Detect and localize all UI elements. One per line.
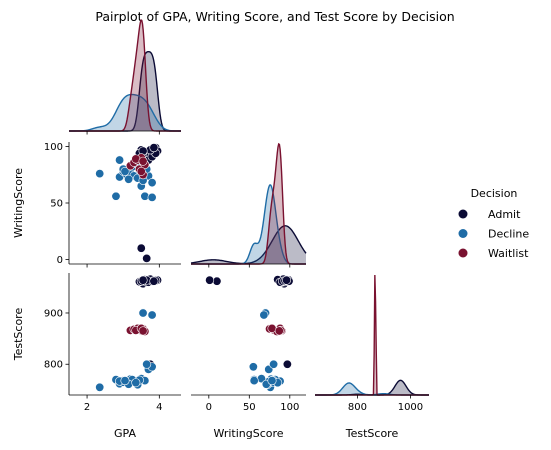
kde-fill-waitlist [315, 275, 429, 395]
scatter-point-decline [95, 169, 105, 179]
chart-title: Pairplot of GPA, Writing Score, and Test… [95, 9, 454, 24]
panel-TestScore-vs-TestScore: 800 1000 TestScore [315, 274, 429, 440]
x-tick-label: 4 [156, 402, 162, 413]
x-tick-label: 800 [348, 402, 367, 413]
scatter-point-decline [248, 362, 258, 372]
y-tick-label: 0 [57, 255, 63, 266]
legend-title: Decision [471, 187, 518, 200]
scatter-point-decline [147, 192, 157, 202]
x-axis-label: GPA [114, 427, 136, 440]
kde-line-decline [69, 93, 181, 132]
legend-item-waitlist: Waitlist [458, 247, 529, 260]
x-tick-label: 50 [243, 402, 256, 413]
panel-TestScore-vs-WritingScore: 0 50 100 WritingScore [191, 274, 306, 440]
scatter-point-waitlist [138, 156, 148, 166]
pairplot-panels: 0 50 100 WritingScore 800 900 TestScore 2 4 GPA 0 5… [12, 18, 429, 440]
scatter-point-waitlist [274, 326, 284, 336]
scatter-point-admit [136, 243, 146, 253]
scatter-point-waitlist [136, 166, 146, 176]
y-tick-label: 100 [44, 142, 63, 153]
scatter-point-admit [282, 359, 292, 369]
kde-fill-admit [315, 380, 429, 395]
kde-line-admit [315, 379, 429, 396]
kde-fill-admit [69, 51, 181, 131]
legend-marker [458, 229, 468, 238]
kde-fill-admit [191, 225, 306, 264]
legend-item-admit: Admit [458, 208, 521, 221]
kde-fill-waitlist [191, 144, 306, 264]
scatter-point-decline [249, 376, 259, 386]
y-tick-label: 800 [44, 360, 63, 371]
kde-fill-decline [315, 382, 429, 395]
panel-WritingScore-vs-WritingScore [190, 142, 307, 268]
scatter-point-decline [115, 155, 125, 165]
x-tick-label: 2 [84, 402, 90, 413]
scatter-point-admit [282, 275, 292, 285]
y-tick-label: 50 [50, 199, 63, 210]
scatter-point-decline [111, 191, 121, 201]
scatter-point-admit [138, 275, 148, 285]
scatter-point-decline [267, 376, 277, 386]
x-tick-label: 1000 [398, 402, 423, 413]
panel-WritingScore-vs-GPA: 0 50 100 WritingScore [12, 142, 181, 268]
legend-marker [458, 248, 468, 258]
scatter-point-decline [95, 382, 105, 392]
scatter-point-decline [269, 359, 279, 369]
scatter-point-decline [120, 376, 130, 386]
scatter-point-decline [138, 308, 148, 318]
legend-label: Decline [488, 228, 529, 241]
y-tick-label: 900 [44, 308, 63, 319]
scatter-point-decline [124, 174, 134, 184]
scatter-point-decline [259, 310, 269, 320]
x-tick-label: 0 [206, 402, 212, 413]
scatter-point-admit [149, 276, 159, 286]
scatter-point-decline [120, 166, 130, 176]
panel-GPA-vs-GPA [69, 18, 181, 135]
legend: Decision Admit Decline Waitlist [458, 187, 529, 260]
scatter-point-admit [149, 143, 159, 153]
scatter-point-decline [142, 359, 152, 369]
legend-marker [458, 209, 468, 219]
panel-TestScore-vs-GPA: 800 900 TestScore 2 4 GPA [12, 273, 181, 440]
legend-label: Waitlist [488, 247, 529, 260]
legend-label: Admit [488, 208, 521, 221]
legend-item-decline: Decline [458, 228, 529, 241]
scatter-point-decline [147, 310, 157, 320]
y-axis-label: WritingScore [12, 168, 25, 238]
kde-fill-decline [69, 94, 181, 131]
x-tick-label: 100 [280, 402, 299, 413]
kde-line-waitlist [315, 274, 429, 396]
scatter-point-waitlist [138, 326, 148, 336]
y-axis-label: TestScore [12, 308, 25, 362]
kde-fill-decline [191, 184, 306, 264]
x-axis-label: WritingScore [213, 427, 283, 440]
scatter-point-decline [131, 378, 141, 388]
scatter-point-admit [205, 275, 215, 285]
x-axis-label: TestScore [345, 427, 399, 440]
kde-line-admit [190, 225, 307, 265]
scatter-point-admit [142, 253, 152, 263]
scatter-point-decline [147, 178, 157, 188]
